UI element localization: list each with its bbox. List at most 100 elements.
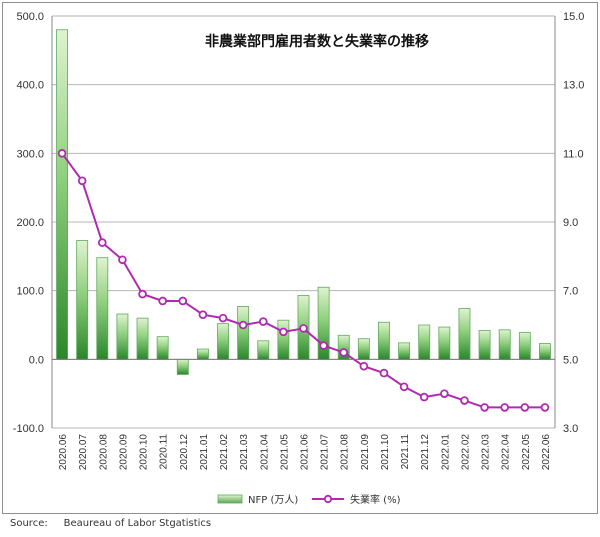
- x-tick-label: 2020.10: [139, 434, 150, 471]
- left-tick-label: 200.0: [16, 217, 44, 229]
- x-tick-label: 2021.10: [380, 434, 391, 471]
- nfp-bar: [257, 340, 270, 360]
- nfp-bar: [217, 323, 229, 360]
- legend: NFP (万人) 失業率 (%): [217, 493, 401, 506]
- x-tick-label: 2021.08: [340, 434, 351, 471]
- nfp-bar: [237, 306, 250, 360]
- source-note: Source: Beaureau of Labor Stgatistics: [10, 518, 211, 529]
- axes: -100.0 0.0 100.0 200.0 300.0 400.0 500.0 3.0 5.0…: [13, 11, 585, 470]
- left-tick-label: 300.0: [16, 148, 44, 160]
- right-tick-label: 9.0: [563, 217, 578, 229]
- unemployment-point: [57, 149, 67, 158]
- nfp-bar: [458, 308, 471, 360]
- x-tick-label: 2022.04: [501, 434, 512, 471]
- right-tick-label: 7.0: [563, 286, 578, 298]
- x-tick-label: 2021.04: [259, 434, 270, 471]
- x-tick-label: 2020.12: [179, 434, 190, 471]
- nfp-bar: [76, 240, 89, 360]
- chart-title: 非農業部門雇用者数と失業率の推移: [205, 33, 429, 50]
- unemployment-point: [299, 324, 308, 333]
- unemployment-point: [500, 403, 510, 412]
- nfp-bar: [196, 348, 209, 360]
- left-tick-label: 400.0: [16, 80, 44, 92]
- unemployment-point: [359, 361, 369, 371]
- nfp-bar: [56, 29, 68, 360]
- unemployment-point: [419, 392, 429, 402]
- x-tick-label: 2020.11: [159, 434, 170, 470]
- x-tick-label: 2021.01: [199, 434, 210, 471]
- unemployment-point: [218, 313, 228, 323]
- x-tick-label: 2020.07: [78, 434, 89, 471]
- left-tick-label: -100.0: [13, 423, 44, 435]
- nfp-bar: [96, 257, 109, 360]
- nfp-bar: [136, 317, 149, 360]
- source-label: Source:: [10, 518, 48, 529]
- legend-line-label: 失業率 (%): [350, 493, 401, 506]
- nfp-bar: [418, 324, 431, 360]
- unemployment-point: [98, 238, 107, 247]
- x-tick-label: 2021.05: [279, 434, 290, 471]
- x-tick-label: 2021.02: [219, 434, 230, 471]
- unemployment-point: [77, 176, 87, 186]
- unemployment-point: [158, 296, 167, 306]
- nfp-bar: [277, 319, 290, 360]
- line-series: [57, 149, 550, 412]
- unemployment-point: [540, 403, 550, 412]
- x-tick-label: 2021.09: [360, 434, 371, 471]
- legend-bar-label: NFP (万人): [248, 494, 298, 506]
- legend-line-marker: [323, 494, 333, 504]
- unemployment-point: [379, 368, 389, 378]
- unemployment-point: [258, 317, 268, 326]
- left-tick-label: 100.0: [16, 286, 44, 298]
- nfp-bar: [498, 329, 511, 360]
- right-tick-label: 11.0: [563, 148, 584, 160]
- left-tick-label: 500.0: [16, 11, 44, 23]
- x-tick-label: 2021.06: [300, 434, 311, 471]
- gridlines: [52, 15, 555, 429]
- unemployment-point: [460, 396, 469, 405]
- right-tick-label: 3.0: [563, 423, 578, 435]
- nfp-bar: [478, 330, 491, 360]
- unemployment-point: [339, 348, 349, 357]
- nfp-bar: [378, 321, 390, 360]
- x-tick-label: 2020.09: [118, 434, 129, 471]
- nfp-bar: [438, 326, 451, 360]
- unemployment-point: [399, 382, 409, 392]
- unemployment-point: [118, 255, 127, 265]
- nfp-bar: [539, 343, 551, 360]
- source-text: Beaureau of Labor Stgatistics: [63, 518, 212, 529]
- right-tick-label: 5.0: [563, 354, 578, 366]
- nfp-bar: [357, 338, 370, 360]
- chart-svg: -100.0 0.0 100.0 200.0 300.0 400.0 500.0 3.0 5.0…: [13, 11, 585, 506]
- x-tick-label: 2021.11: [400, 434, 411, 470]
- unemployment-point: [178, 296, 188, 306]
- unemployment-point: [279, 327, 288, 337]
- nfp-bar: [398, 342, 411, 360]
- bar-series: [56, 29, 551, 375]
- x-tick-label: 2021.07: [320, 434, 331, 471]
- x-tick-label: 2021.12: [420, 434, 431, 471]
- x-tick-label: 2022.03: [481, 434, 492, 471]
- x-tick-label: 2020.08: [98, 434, 109, 471]
- nfp-bar: [156, 336, 169, 360]
- unemployment-point: [138, 289, 147, 299]
- unemployment-point: [319, 341, 328, 350]
- unemployment-point: [520, 403, 530, 412]
- nfp-bar: [518, 332, 531, 360]
- unemployment-point: [440, 389, 449, 398]
- x-tick-label: 2022.01: [440, 434, 451, 471]
- x-tick-label: 2022.05: [521, 434, 532, 471]
- x-tick-label: 2020.06: [58, 434, 69, 471]
- left-tick-label: 0.0: [29, 354, 44, 366]
- nfp-bar: [176, 358, 189, 375]
- nfp-bar: [116, 313, 129, 360]
- x-tick-label: 2022.02: [460, 434, 471, 471]
- legend-bar-swatch: [217, 494, 243, 504]
- unemployment-point: [198, 310, 208, 320]
- x-tick-label: 2022.06: [541, 434, 552, 471]
- unemployment-line: [61, 152, 545, 409]
- x-tick-label: 2021.03: [239, 434, 250, 471]
- unemployment-point: [480, 403, 489, 412]
- right-tick-label: 13.0: [563, 80, 584, 92]
